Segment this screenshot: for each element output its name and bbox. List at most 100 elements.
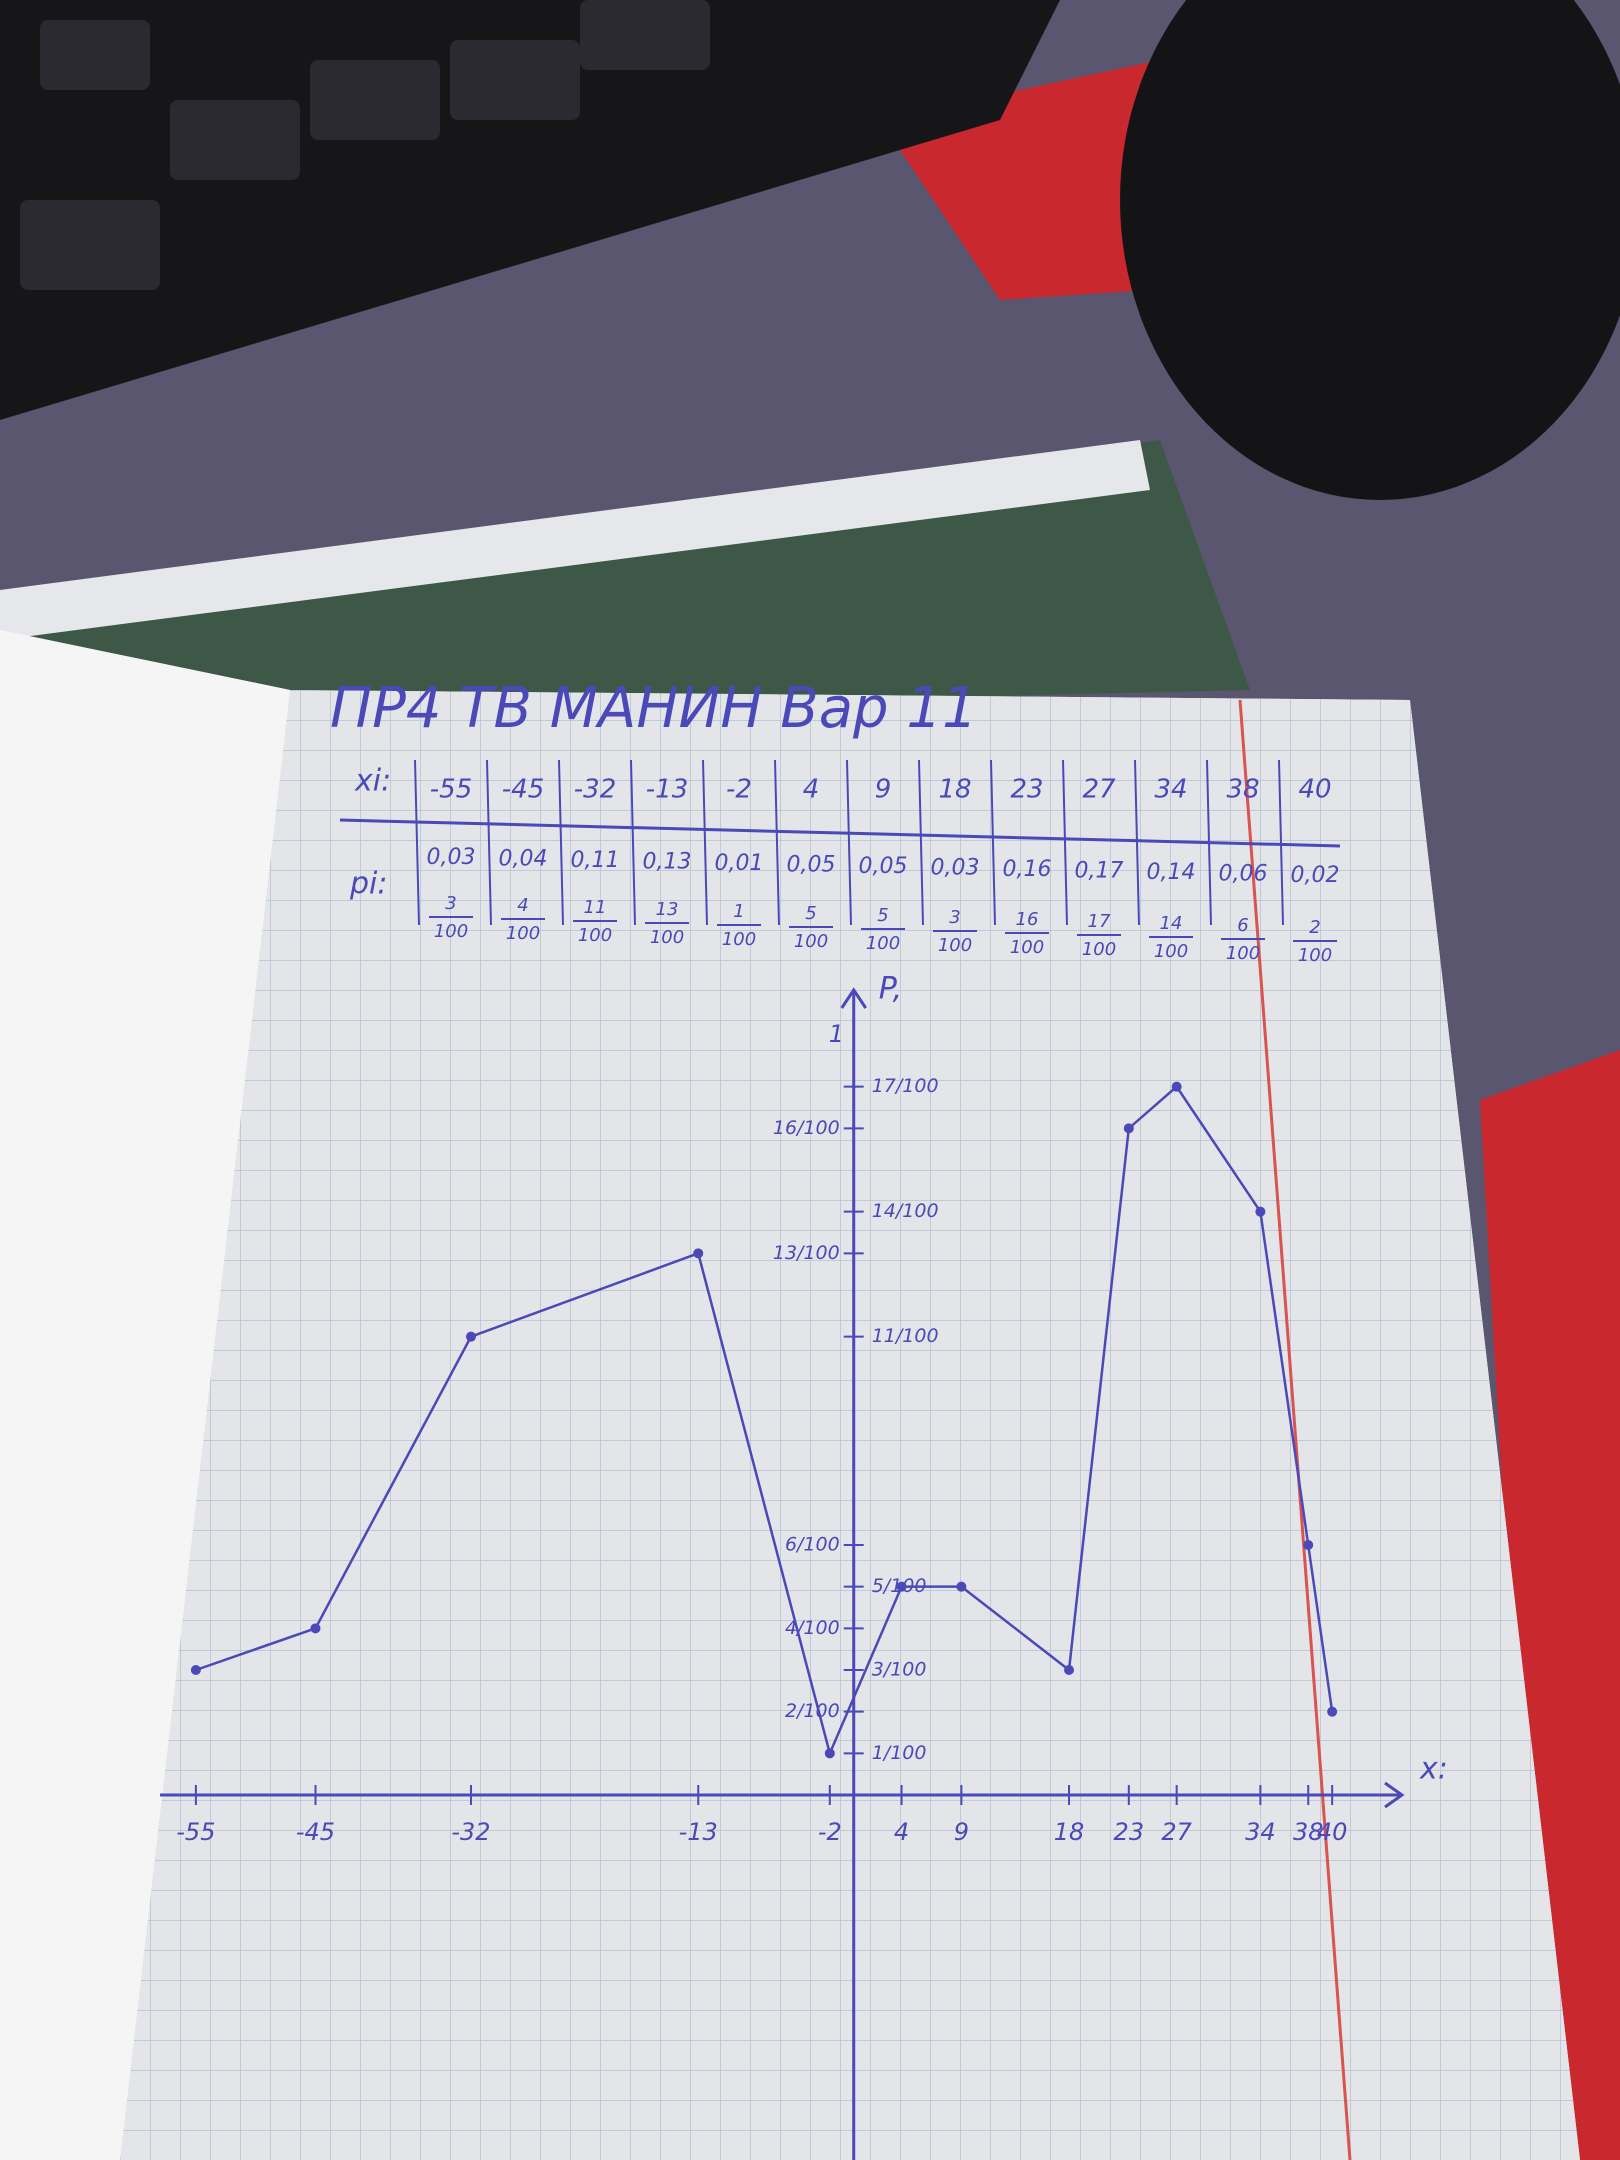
point bbox=[190, 1665, 201, 1675]
row-label: xi: bbox=[354, 764, 391, 799]
fraction-num: 5 bbox=[877, 905, 888, 926]
fraction-num: 1 bbox=[733, 901, 744, 922]
p-cell: 0,03 bbox=[427, 845, 476, 870]
x-cell: 18 bbox=[938, 775, 971, 805]
x-tick-label: -13 bbox=[679, 1818, 718, 1846]
point bbox=[310, 1623, 321, 1634]
column-rule bbox=[1278, 759, 1284, 926]
column-rule bbox=[630, 759, 636, 926]
x-cell: 38 bbox=[1226, 775, 1259, 805]
y-tick-label: 16/100 bbox=[773, 1117, 840, 1139]
x-cell: -32 bbox=[574, 775, 616, 805]
fraction-den: 100 bbox=[1154, 941, 1188, 962]
column-rule bbox=[1206, 759, 1212, 926]
y-tick-label: 3/100 bbox=[872, 1659, 927, 1681]
x-tick-label: 38 bbox=[1293, 1818, 1324, 1846]
fraction-den: 100 bbox=[1226, 943, 1260, 964]
x-tick-label: -2 bbox=[818, 1818, 842, 1846]
x-tick-label: 18 bbox=[1054, 1818, 1085, 1846]
row-label: pi: bbox=[349, 867, 388, 902]
x-cell: -2 bbox=[726, 775, 752, 805]
p-cell: 0,03 bbox=[931, 856, 980, 881]
x-tick-label: 27 bbox=[1161, 1818, 1192, 1846]
column-rule bbox=[846, 759, 852, 926]
x-tick-label: -45 bbox=[296, 1818, 335, 1846]
x-cell: -55 bbox=[430, 775, 472, 805]
x-tick-label: 4 bbox=[894, 1818, 909, 1846]
fraction-den: 100 bbox=[794, 931, 828, 952]
title: ПР4 ТВ МАНИН Вар 11 bbox=[330, 676, 978, 741]
y-tick-label: 1/100 bbox=[872, 1742, 927, 1764]
x-cell: 4 bbox=[803, 775, 820, 805]
p-cell: 0,06 bbox=[1219, 862, 1268, 887]
axis-end-label: 1 bbox=[829, 1020, 844, 1048]
p-cell: 0,01 bbox=[715, 851, 764, 876]
x-cell: 40 bbox=[1298, 775, 1331, 805]
fraction-num: 3 bbox=[949, 907, 960, 928]
y-tick-label: 11/100 bbox=[872, 1325, 939, 1347]
x-cell: 34 bbox=[1154, 775, 1187, 805]
point bbox=[693, 1248, 704, 1259]
p-cell: 0,04 bbox=[499, 847, 548, 872]
p-cell: 0,02 bbox=[1291, 863, 1340, 888]
left-page-front bbox=[0, 630, 290, 2160]
fraction-num: 2 bbox=[1309, 917, 1320, 938]
x-cell: 23 bbox=[1010, 775, 1043, 805]
p-cell: 0,13 bbox=[643, 850, 692, 875]
fraction-den: 100 bbox=[866, 933, 900, 954]
fraction-num: 6 bbox=[1237, 915, 1248, 936]
point bbox=[1303, 1540, 1314, 1550]
point bbox=[1064, 1665, 1075, 1675]
column-rule bbox=[918, 759, 924, 926]
y-tick-label: 6/100 bbox=[785, 1534, 840, 1556]
point bbox=[1327, 1706, 1338, 1717]
fraction-num: 4 bbox=[517, 895, 528, 916]
x-arrow bbox=[1384, 1781, 1405, 1809]
y-tick-label: 14/100 bbox=[872, 1200, 939, 1222]
fraction-den: 100 bbox=[1010, 937, 1044, 958]
fraction-den: 100 bbox=[1082, 939, 1116, 960]
mat-red-2 bbox=[1480, 1050, 1620, 2160]
p-cell: 0,14 bbox=[1147, 860, 1196, 885]
x-axis-label: x: bbox=[1419, 1752, 1448, 1787]
column-rule bbox=[1134, 759, 1140, 926]
p-cell: 0,05 bbox=[859, 854, 908, 879]
fraction-num: 16 bbox=[1016, 909, 1039, 930]
y-tick-label: 2/100 bbox=[785, 1700, 840, 1722]
fraction-num: 13 bbox=[656, 899, 679, 920]
column-rule bbox=[1062, 759, 1068, 926]
y-tick-label: 17/100 bbox=[872, 1075, 939, 1097]
x-tick-label: 34 bbox=[1245, 1818, 1276, 1846]
y-arrow bbox=[840, 987, 867, 1009]
y-tick-label: 4/100 bbox=[785, 1617, 840, 1639]
y-axis-label: P, bbox=[879, 972, 903, 1007]
fraction-den: 100 bbox=[506, 923, 540, 944]
point bbox=[465, 1331, 476, 1342]
fraction-num: 17 bbox=[1088, 911, 1111, 932]
point bbox=[956, 1581, 967, 1592]
x-cell: -13 bbox=[646, 775, 688, 805]
fraction-num: 5 bbox=[805, 903, 816, 924]
fraction-num: 14 bbox=[1160, 913, 1183, 934]
fraction-den: 100 bbox=[722, 929, 756, 950]
x-cell: 27 bbox=[1082, 775, 1116, 805]
p-cell: 0,05 bbox=[787, 853, 836, 878]
x-cell: 9 bbox=[875, 775, 892, 805]
column-rule bbox=[414, 759, 420, 926]
column-rule bbox=[702, 759, 708, 926]
p-cell: 0,11 bbox=[571, 848, 620, 873]
mouse bbox=[1120, 0, 1620, 500]
fraction-den: 100 bbox=[1298, 945, 1332, 966]
x-tick-label: 40 bbox=[1317, 1818, 1348, 1846]
book-page bbox=[0, 440, 1150, 640]
table-rule bbox=[339, 818, 1341, 848]
point bbox=[896, 1581, 907, 1592]
x-tick-label: 9 bbox=[954, 1818, 969, 1846]
y-tick-label: 13/100 bbox=[773, 1242, 840, 1264]
fraction-den: 100 bbox=[938, 935, 972, 956]
column-rule bbox=[558, 759, 564, 926]
right-page bbox=[120, 690, 1580, 2160]
